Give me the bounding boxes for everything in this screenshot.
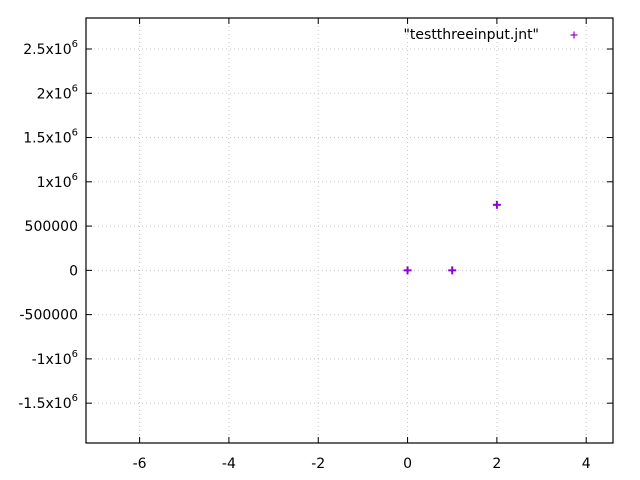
data-point: [403, 266, 412, 275]
x-tick-label: -6: [133, 456, 147, 472]
legend-plus-marker: [570, 31, 578, 39]
y-tick-mantissa: -500000: [20, 308, 79, 324]
tick-labels: -6 -4 -2 0 2 42.5x1062x1061.5x1061x1065000000…: [18, 39, 591, 472]
legend: "testthreeinput.jnt": [403, 27, 578, 43]
y-tick-mantissa: -1x10: [32, 352, 72, 368]
y-tick-mantissa: 500000: [25, 219, 78, 235]
y-tick-label: 2x106: [37, 83, 78, 102]
y-tick-label: 0: [69, 263, 78, 279]
y-tick-label: -1x106: [32, 349, 78, 368]
y-tick-exponent: 6: [72, 39, 78, 50]
legend-label: "testthreeinput.jnt": [403, 27, 539, 43]
y-tick-label: -1.5x106: [18, 393, 78, 412]
ticks: [86, 18, 613, 443]
y-tick-mantissa: 0: [69, 263, 78, 279]
y-tick-mantissa: -1.5x10: [18, 396, 71, 412]
y-tick-label: 2.5x106: [23, 39, 78, 58]
x-tick-label: 2: [492, 456, 501, 472]
y-tick-label: 1x106: [37, 172, 78, 191]
y-tick-label: 500000: [25, 219, 78, 235]
y-tick-exponent: 6: [72, 172, 78, 183]
data-points: [403, 200, 501, 275]
plot-frame: [85, 17, 614, 444]
data-point: [448, 266, 457, 275]
legend-marker: [570, 31, 578, 39]
y-tick-mantissa: 1x10: [37, 175, 72, 191]
y-tick-mantissa: 2x10: [37, 86, 72, 102]
y-tick-label: 1.5x106: [23, 128, 78, 147]
y-tick-exponent: 6: [72, 128, 78, 139]
y-tick-label: -500000: [20, 308, 79, 324]
data-point: [492, 200, 501, 209]
x-tick-label: -2: [311, 456, 325, 472]
x-tick-label: -4: [222, 456, 236, 472]
grid: [86, 18, 613, 443]
x-tick-label: 4: [582, 456, 591, 472]
y-tick-exponent: 6: [72, 393, 78, 404]
x-tick-label: 0: [403, 456, 412, 472]
y-tick-exponent: 6: [72, 83, 78, 94]
y-tick-mantissa: 2.5x10: [23, 42, 71, 58]
y-tick-mantissa: 1.5x10: [23, 131, 71, 147]
y-tick-exponent: 6: [72, 349, 78, 360]
